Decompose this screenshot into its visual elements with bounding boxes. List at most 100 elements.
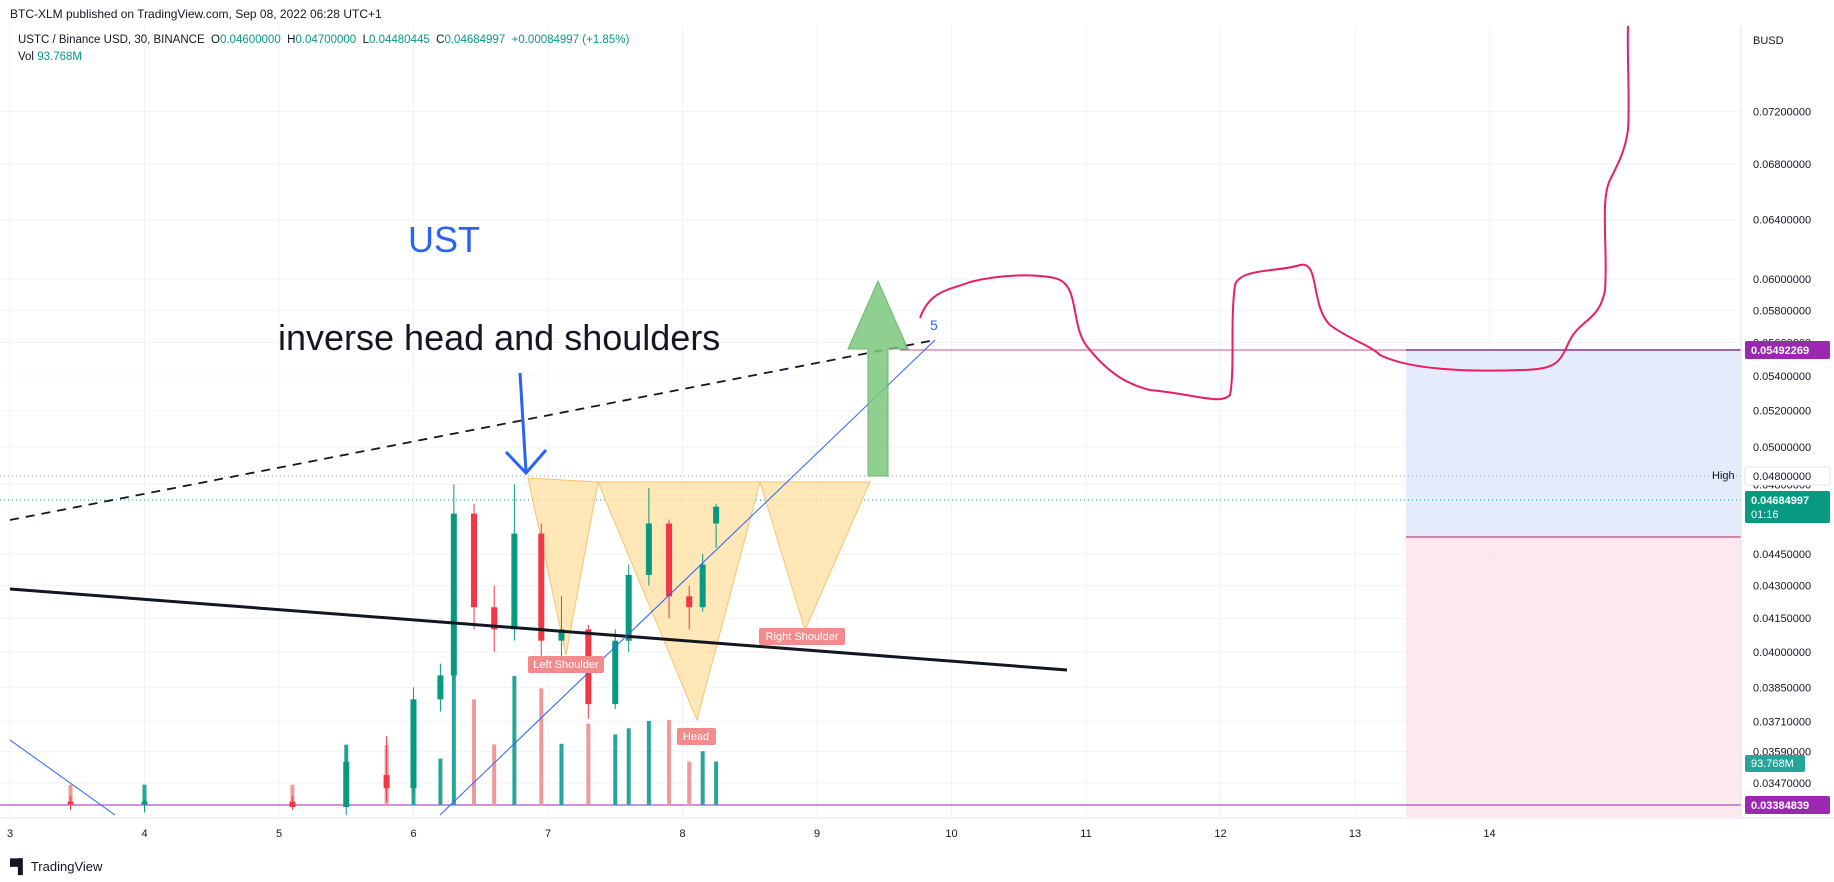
- x-tick-label: 6: [410, 828, 416, 840]
- svg-text:0.05492269: 0.05492269: [1751, 345, 1809, 357]
- candle: [383, 736, 390, 802]
- volume-bar: [142, 784, 147, 805]
- x-tick-label: 3: [7, 828, 13, 840]
- rising-trendline[interactable]: [439, 339, 936, 816]
- pattern-shape[interactable]: [527, 477, 871, 722]
- target-price-badge: [1745, 341, 1830, 359]
- candle: [471, 503, 478, 630]
- y-tick-label: 0.04150000: [1753, 613, 1811, 625]
- candle: [645, 488, 652, 586]
- down-arrow[interactable]: [504, 372, 548, 476]
- volume-bar: [626, 728, 631, 805]
- volume-bar: [451, 646, 456, 805]
- y-tick-label: 0.03850000: [1753, 682, 1811, 694]
- candle: [450, 484, 457, 681]
- published-info: BTC-XLM published on TradingView.com, Se…: [10, 7, 382, 21]
- volume-legend: Vol 93.768M: [18, 51, 82, 63]
- y-tick-label: 0.05400000: [1753, 371, 1811, 383]
- time-axis[interactable]: 3 4 5 6 7 8 9 10 11 12 13 14: [0, 817, 1834, 840]
- symbol-label: USTC / Binance USD, 30, BINANCE: [18, 34, 205, 46]
- volume-bar: [613, 734, 618, 805]
- pattern-annotation[interactable]: inverse head and shoulders: [278, 317, 720, 358]
- y-tick-label: 0.05800000: [1753, 305, 1811, 317]
- candle: [686, 585, 693, 630]
- volume-bar: [539, 688, 544, 805]
- brand-name: TradingView: [30, 858, 103, 874]
- volume-bar: [472, 699, 477, 805]
- candle: [625, 564, 632, 653]
- y-tick-label: 0.05200000: [1753, 406, 1811, 418]
- y-tick-label: 0.03470000: [1753, 778, 1811, 790]
- svg-text:93.768M: 93.768M: [1751, 758, 1794, 770]
- right-shoulder-label: Right Shoulder: [759, 628, 845, 645]
- volume-bar: [687, 761, 692, 805]
- y-tick-label: 0.06400000: [1753, 215, 1811, 227]
- volume-bar: [68, 784, 73, 805]
- candle: [67, 796, 74, 810]
- volume-bar: [714, 761, 719, 805]
- high-value: 0.04700000: [295, 34, 357, 46]
- candle: [538, 523, 545, 664]
- x-tick-label: 9: [814, 828, 820, 840]
- top-bar: BTC-XLM published on TradingView.com, Se…: [0, 0, 1834, 26]
- target-zone[interactable]: [1406, 350, 1741, 537]
- candle: [511, 484, 518, 641]
- candle: [289, 796, 296, 810]
- quote-unit: BUSD: [1753, 35, 1784, 47]
- volume-bars: [68, 646, 719, 805]
- volume-bar: [559, 743, 564, 805]
- change-value: +0.00084997 (+1.85%): [511, 34, 630, 46]
- volume-bar: [492, 744, 497, 805]
- svg-text:Left Shoulder: Left Shoulder: [533, 659, 599, 671]
- volume-bar: [667, 719, 672, 805]
- candle: [491, 585, 498, 653]
- volume-bar: [586, 723, 591, 805]
- x-tick-label: 7: [545, 828, 551, 840]
- projection-path[interactable]: [919, 26, 1630, 401]
- dashed-trendline[interactable]: [9, 339, 936, 521]
- x-tick-label: 14: [1483, 828, 1495, 840]
- volume-bar: [646, 720, 651, 805]
- left-shoulder-label: Left Shoulder: [528, 656, 604, 673]
- chart-canvas[interactable]: Left Shoulder Head Right Shoulder UST in…: [0, 26, 1834, 848]
- chart-title-annotation[interactable]: UST: [408, 219, 480, 260]
- candle: [141, 798, 148, 813]
- falling-trendline[interactable]: [9, 739, 116, 816]
- svg-text:01:16: 01:16: [1751, 509, 1779, 521]
- svg-text:Right Shoulder: Right Shoulder: [766, 631, 839, 643]
- x-tick-label: 8: [679, 828, 685, 840]
- x-tick-label: 13: [1349, 828, 1361, 840]
- y-tick-label: 0.06000000: [1753, 274, 1811, 286]
- tradingview-icon: ▀▌: [10, 858, 28, 874]
- head-triangle: [597, 481, 761, 722]
- up-arrow[interactable]: [847, 279, 909, 477]
- footer: ▀▌ TradingView: [0, 848, 1834, 882]
- high-label: High: [1712, 470, 1735, 482]
- left-shoulder-triangle: [527, 477, 599, 656]
- support-trendline[interactable]: [9, 587, 1068, 672]
- svg-text:0.03384839: 0.03384839: [1751, 800, 1809, 812]
- y-tick-label: 0.06800000: [1753, 159, 1811, 171]
- ohlc-legend: USTC / Binance USD, 30, BINANCE O0.04600…: [18, 34, 630, 46]
- candle: [437, 663, 444, 712]
- price-axis[interactable]: BUSD 0.07200000 0.06800000 0.06400000 0.060…: [1712, 26, 1834, 818]
- stop-zone[interactable]: [1406, 537, 1741, 817]
- right-shoulder-triangle: [759, 481, 871, 632]
- candle: [612, 629, 619, 710]
- head-label: Head: [677, 728, 716, 745]
- tradingview-logo[interactable]: ▀▌ TradingView: [10, 858, 102, 874]
- volume-bar: [700, 751, 705, 805]
- high-price-label: 0.04800000: [1753, 471, 1811, 483]
- wave-label[interactable]: 5: [930, 317, 938, 333]
- y-tick-label: 0.04300000: [1753, 581, 1811, 593]
- candle: [343, 749, 350, 816]
- x-tick-label: 10: [945, 828, 957, 840]
- y-tick-label: 0.03710000: [1753, 716, 1811, 728]
- y-tick-label: 0.07200000: [1753, 106, 1811, 118]
- y-tick-label: 0.04450000: [1753, 549, 1811, 561]
- x-tick-label: 11: [1080, 828, 1091, 840]
- close-value: 0.04684997: [444, 34, 506, 46]
- base-price-badge: [1745, 796, 1830, 814]
- volume-badge: [1745, 755, 1805, 772]
- open-value: 0.04600000: [219, 34, 281, 46]
